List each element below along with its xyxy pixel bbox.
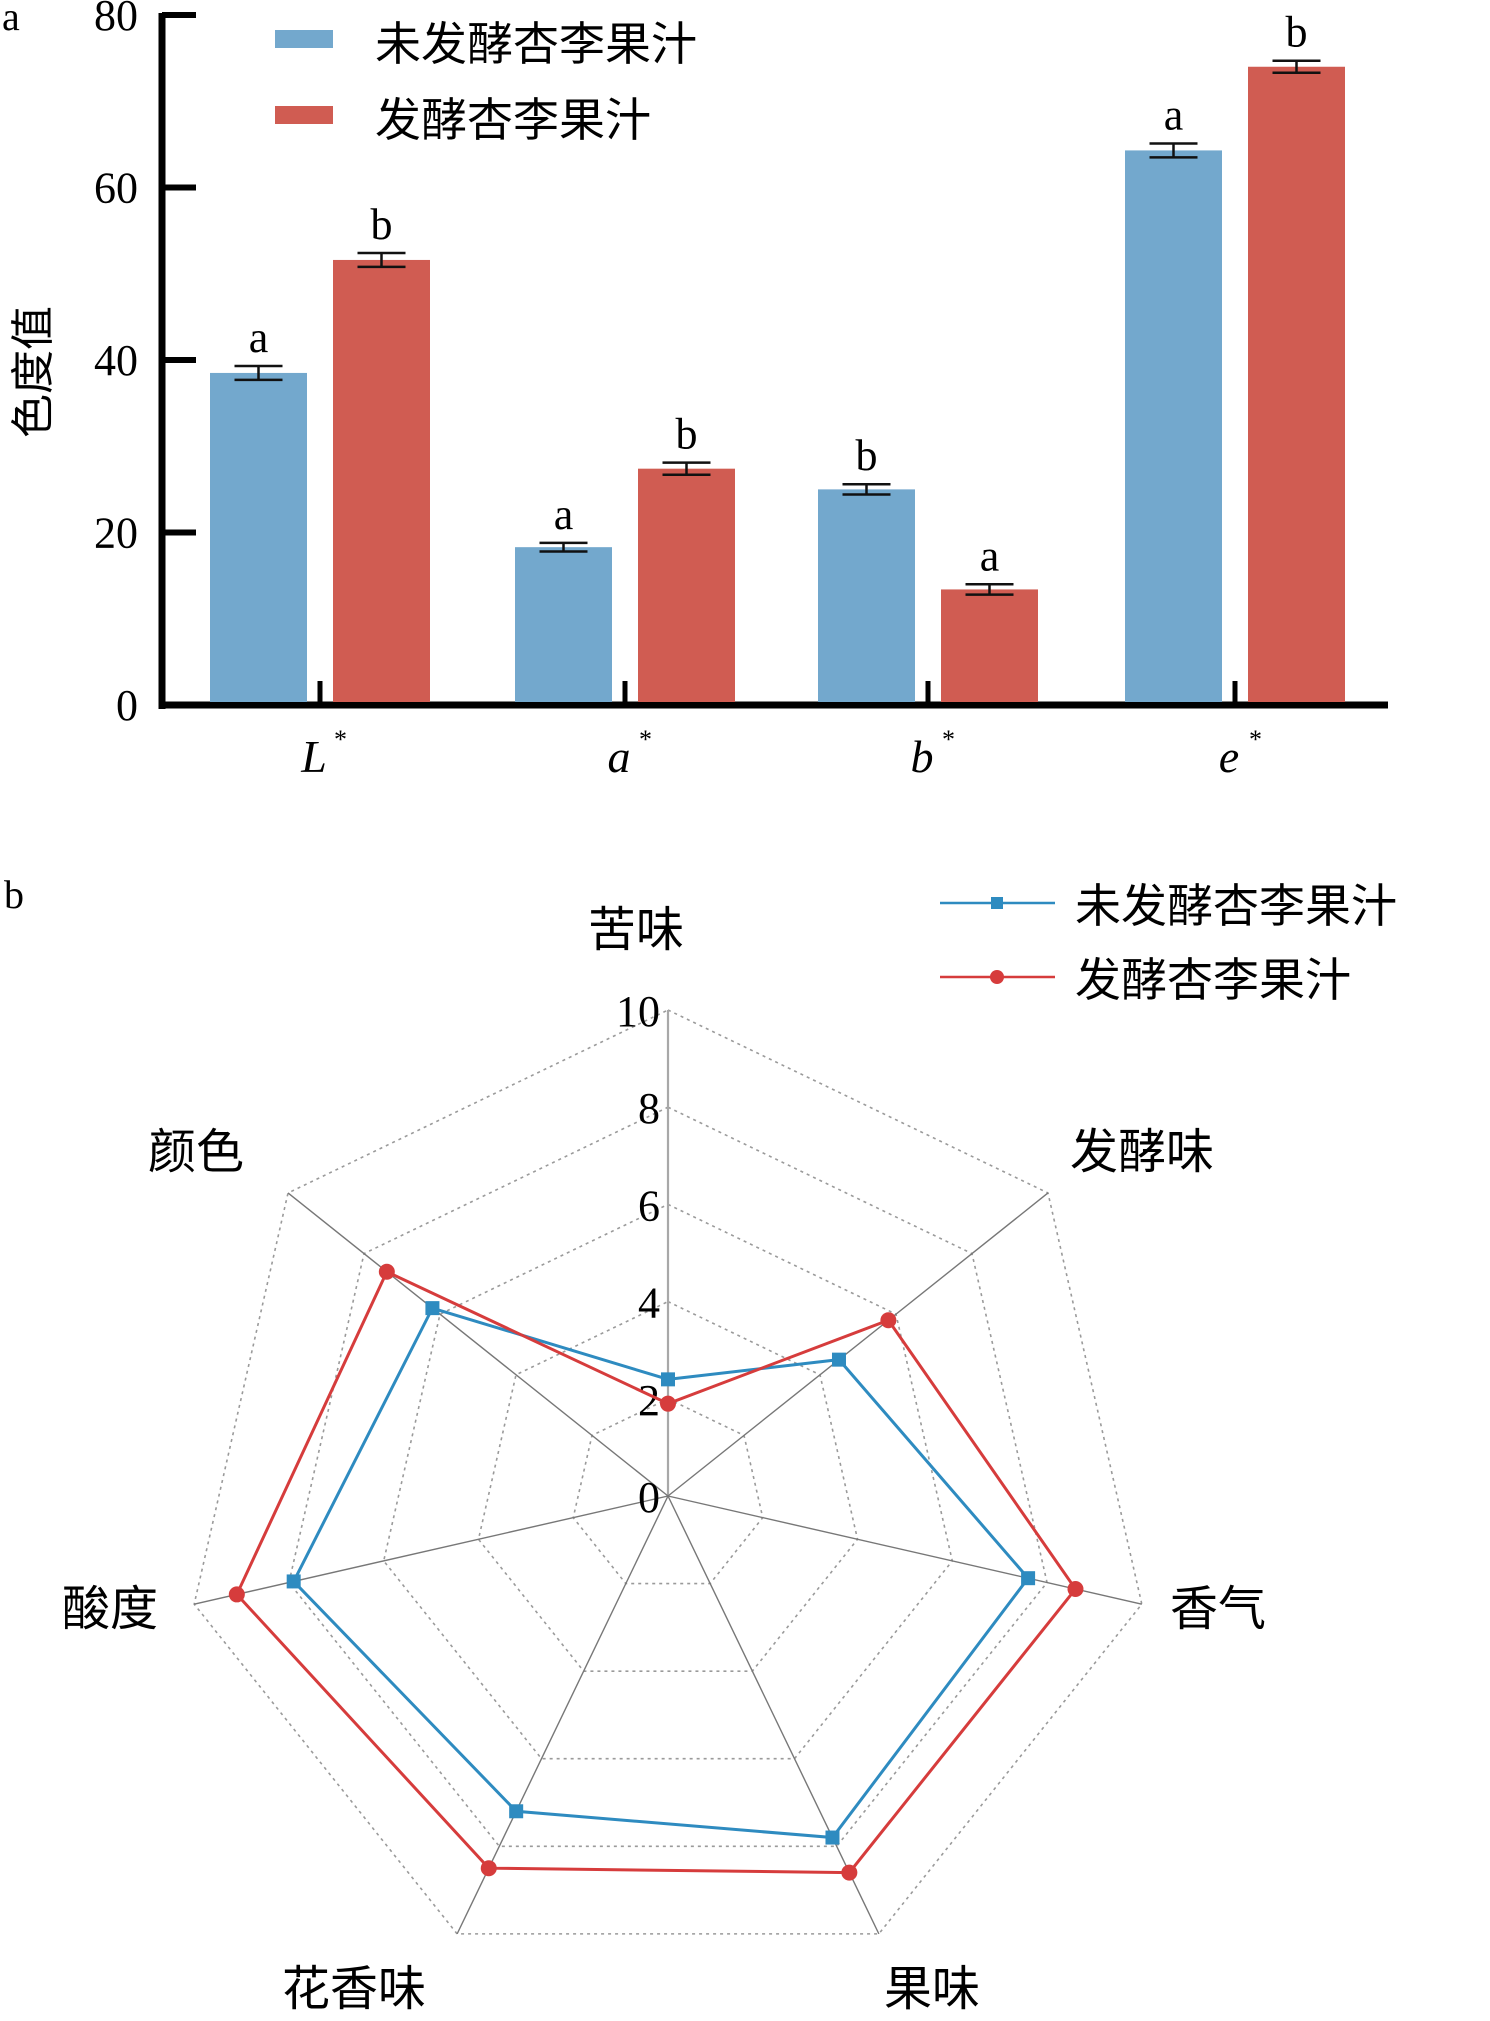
x-tick-label: L bbox=[300, 731, 327, 782]
bar-fermented bbox=[1248, 66, 1345, 702]
radar-ring bbox=[382, 1203, 954, 1760]
legend-label-unfermented: 未发酵杏李果汁 bbox=[375, 17, 697, 71]
bar-unfermented bbox=[1125, 150, 1222, 703]
significance-letter: a bbox=[554, 490, 574, 539]
x-tick-label-sup: * bbox=[639, 725, 652, 754]
legend-label-fermented: 发酵杏李果汁 bbox=[375, 93, 651, 147]
radar-ring bbox=[477, 1300, 859, 1672]
legend-label-unfermented: 未发酵杏李果汁 bbox=[1075, 879, 1397, 933]
radar-tick-label: 8 bbox=[638, 1084, 660, 1133]
significance-letter: a bbox=[1164, 91, 1184, 140]
x-axis-labels: L * a * b * e * bbox=[300, 725, 1262, 782]
x-tick-label: b bbox=[911, 731, 934, 782]
y-axis-label: 色度值 bbox=[8, 306, 59, 438]
significance-letter: a bbox=[249, 313, 269, 362]
radar-ring bbox=[572, 1397, 764, 1585]
radar-tick-label: 0 bbox=[638, 1473, 660, 1522]
radar-grid: 0 2 4 6 8 10 bbox=[193, 987, 1143, 1935]
bar-fermented bbox=[333, 259, 430, 702]
radar-axis-label: 苦味 bbox=[588, 902, 684, 958]
y-tick-label: 40 bbox=[94, 336, 138, 385]
legend-marker-square bbox=[991, 897, 1003, 909]
radar-ring bbox=[193, 1009, 1143, 1935]
radar-axis-label: 果味 bbox=[884, 1961, 980, 2017]
bar-fermented bbox=[638, 468, 735, 702]
significance-letter: b bbox=[676, 410, 698, 459]
y-tick-label: 20 bbox=[94, 509, 138, 558]
bar-unfermented bbox=[818, 489, 915, 702]
radar-point-square bbox=[425, 1301, 440, 1316]
y-tick-label: 60 bbox=[94, 164, 138, 213]
radar-axis-label: 香气 bbox=[1170, 1581, 1266, 1637]
panel-label-b: b bbox=[4, 872, 24, 917]
radar-point-square bbox=[831, 1352, 846, 1367]
radar-point-square bbox=[661, 1372, 675, 1387]
x-tick-label-sup: * bbox=[334, 725, 347, 754]
radar-tick-label: 2 bbox=[638, 1376, 660, 1425]
bar-unfermented bbox=[515, 547, 612, 702]
radar-point-square bbox=[1021, 1571, 1036, 1586]
legend: 未发酵杏李果汁 发酵杏李果汁 bbox=[275, 17, 697, 147]
panel-label-a: a bbox=[2, 0, 20, 39]
significance-letter: b bbox=[856, 431, 878, 480]
y-axis: 0 20 40 60 80 bbox=[94, 0, 1388, 730]
radar-point-circle bbox=[228, 1586, 245, 1603]
radar-line-unfermented bbox=[291, 1306, 1031, 1840]
significance-letter: a bbox=[980, 531, 1000, 580]
significance-letter: b bbox=[371, 200, 393, 249]
legend-swatch-unfermented bbox=[275, 30, 333, 48]
radar-point-circle bbox=[378, 1263, 395, 1280]
radar-tick-label: 6 bbox=[638, 1181, 660, 1230]
radar-ring bbox=[288, 1106, 1048, 1848]
radar-axis-label: 酸度 bbox=[62, 1581, 158, 1637]
y-tick-label: 80 bbox=[94, 0, 138, 40]
radar-point-square bbox=[825, 1830, 840, 1845]
radar-point-circle bbox=[480, 1860, 497, 1877]
radar-point-circle bbox=[1067, 1581, 1084, 1598]
radar-spoke bbox=[667, 1495, 880, 1935]
legend-swatch-fermented bbox=[275, 106, 333, 124]
radar-point-circle bbox=[841, 1864, 858, 1881]
radar-series bbox=[228, 1263, 1084, 1881]
radar-spoke bbox=[287, 1192, 669, 1497]
radar-axis-label: 发酵味 bbox=[1070, 1124, 1214, 1180]
x-tick-label-sup: * bbox=[1249, 725, 1262, 754]
x-tick-label-sup: * bbox=[942, 725, 955, 754]
radar-point-square bbox=[509, 1804, 524, 1819]
x-tick-label: e bbox=[1219, 731, 1239, 782]
legend-marker-circle bbox=[990, 970, 1004, 984]
radar-axis-label: 颜色 bbox=[148, 1124, 244, 1180]
radar-point-square bbox=[286, 1574, 301, 1589]
radar-tick-label: 4 bbox=[638, 1279, 660, 1328]
radar-tick-label: 10 bbox=[616, 987, 660, 1036]
x-tick-label: a bbox=[608, 731, 631, 782]
radar-axis-label: 花香味 bbox=[282, 1961, 426, 2017]
bar-fermented bbox=[941, 589, 1038, 702]
legend-label-fermented: 发酵杏李果汁 bbox=[1075, 953, 1351, 1007]
radar-point-circle bbox=[880, 1312, 897, 1329]
radar-spoke bbox=[667, 1192, 1049, 1497]
significance-letter: b bbox=[1286, 8, 1308, 57]
radar-spoke bbox=[194, 1495, 669, 1605]
radar-spoke bbox=[667, 1495, 1142, 1605]
radar-spoke bbox=[456, 1495, 669, 1935]
legend: 未发酵杏李果汁 发酵杏李果汁 bbox=[940, 879, 1397, 1007]
radar-line-fermented bbox=[235, 1269, 1078, 1875]
radar-point-circle bbox=[660, 1395, 676, 1412]
y-tick-label: 0 bbox=[116, 681, 138, 730]
bar-unfermented bbox=[210, 372, 307, 702]
bars: a b a b b a a b bbox=[210, 8, 1345, 703]
